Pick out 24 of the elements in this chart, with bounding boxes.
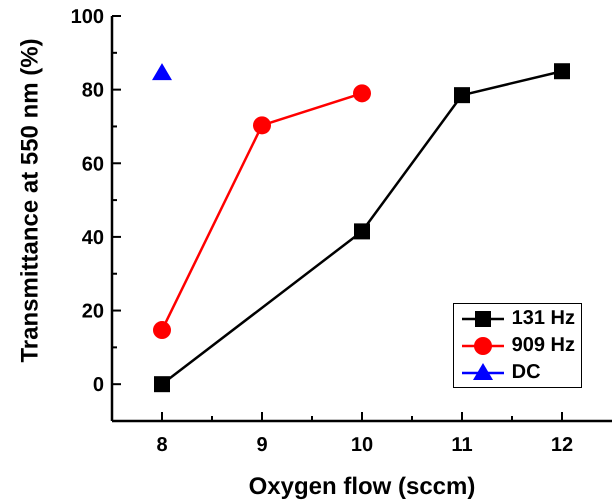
- y-tick-label: 100: [70, 6, 104, 28]
- x-tick-label: 10: [350, 434, 374, 456]
- point: [154, 376, 170, 392]
- point: [353, 84, 371, 102]
- x-axis-title: Oxygen flow (sccm): [248, 473, 476, 500]
- y-tick-label: 40: [82, 226, 104, 249]
- point: [152, 63, 172, 80]
- x-tick-label: 11: [451, 434, 473, 456]
- legend-label: 131 Hz: [512, 307, 575, 330]
- x-tick-label: 12: [550, 434, 574, 456]
- point: [253, 116, 271, 134]
- point: [354, 223, 370, 240]
- point: [153, 321, 171, 340]
- y-tick-label: 20: [82, 300, 104, 323]
- legend-label: 909 Hz: [512, 334, 575, 357]
- x-tick-label: 9: [256, 434, 268, 456]
- y-tick-label: 0: [92, 374, 104, 396]
- point: [454, 87, 470, 104]
- x-tick-label: 8: [156, 434, 168, 456]
- y-axis-title: Transmittance at 550 nm (%): [16, 38, 44, 363]
- point: [554, 63, 570, 80]
- y-tick-label: 80: [82, 80, 104, 102]
- legend-label: DC: [512, 361, 541, 384]
- y-tick-label: 60: [82, 153, 104, 176]
